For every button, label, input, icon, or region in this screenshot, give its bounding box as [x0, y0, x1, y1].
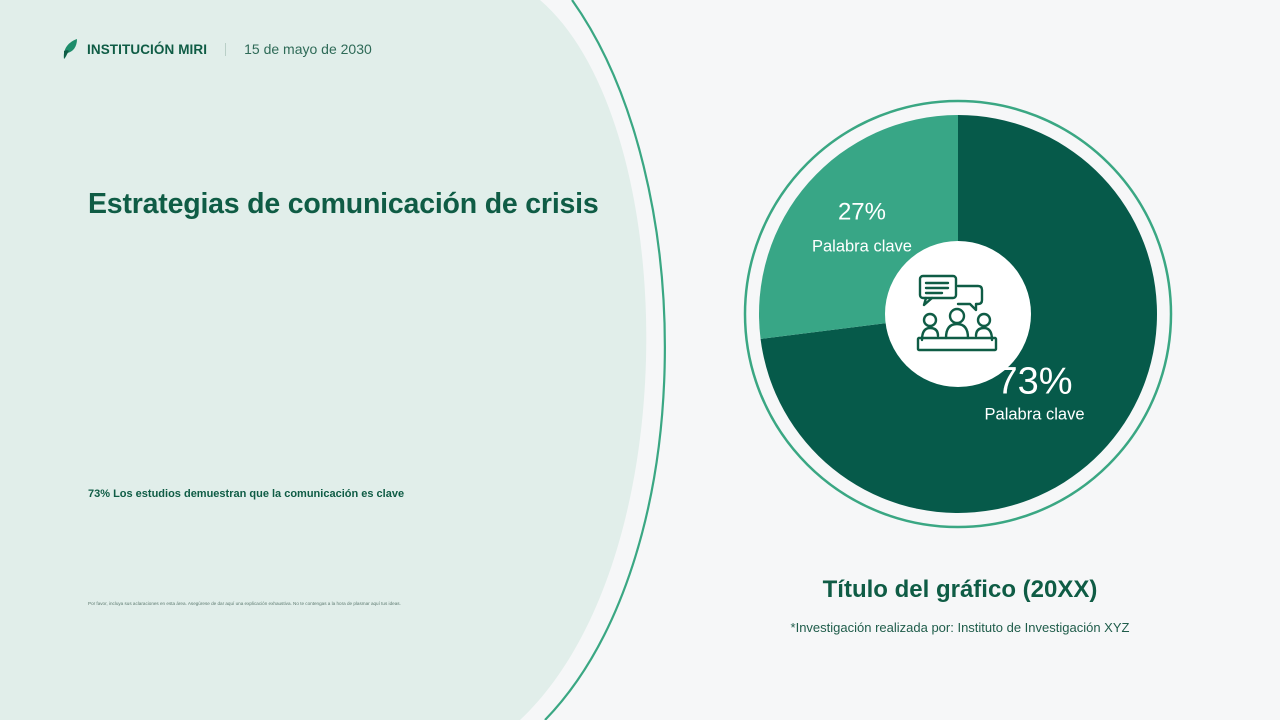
decorative-arc: [544, 0, 666, 720]
slice-label-value: 27%: [838, 198, 886, 225]
header-date: 15 de mayo de 2030: [244, 41, 372, 57]
header: INSTITUCIÓN MIRI 15 de mayo de 2030: [62, 38, 372, 60]
left-panel: [0, 0, 647, 720]
header-divider: [225, 42, 227, 56]
slice-label-name: Palabra clave: [985, 405, 1085, 423]
team-discussion-icon: [916, 274, 998, 352]
leaf-logo-icon: [63, 39, 77, 59]
stat-text: 73% Los estudios demuestran que la comun…: [88, 488, 405, 500]
slice-label-value: 73%: [996, 360, 1072, 402]
donut-chart: 73% Palabra clave 27% Palabra clave: [743, 99, 1173, 529]
chart-source: *Investigación realizada por: Instituto …: [790, 620, 1130, 635]
brand-name: INSTITUCIÓN MIRI: [87, 41, 208, 57]
footnote-text: Por favor, incluya sus aclaraciones en e…: [88, 601, 401, 606]
slice-label-name: Palabra clave: [812, 237, 912, 255]
chart-outer-ring: [743, 99, 1173, 529]
chart-title: Título del gráfico (20XX): [822, 576, 1098, 603]
page-title: Estrategias de comunicación de crisis: [88, 188, 599, 220]
